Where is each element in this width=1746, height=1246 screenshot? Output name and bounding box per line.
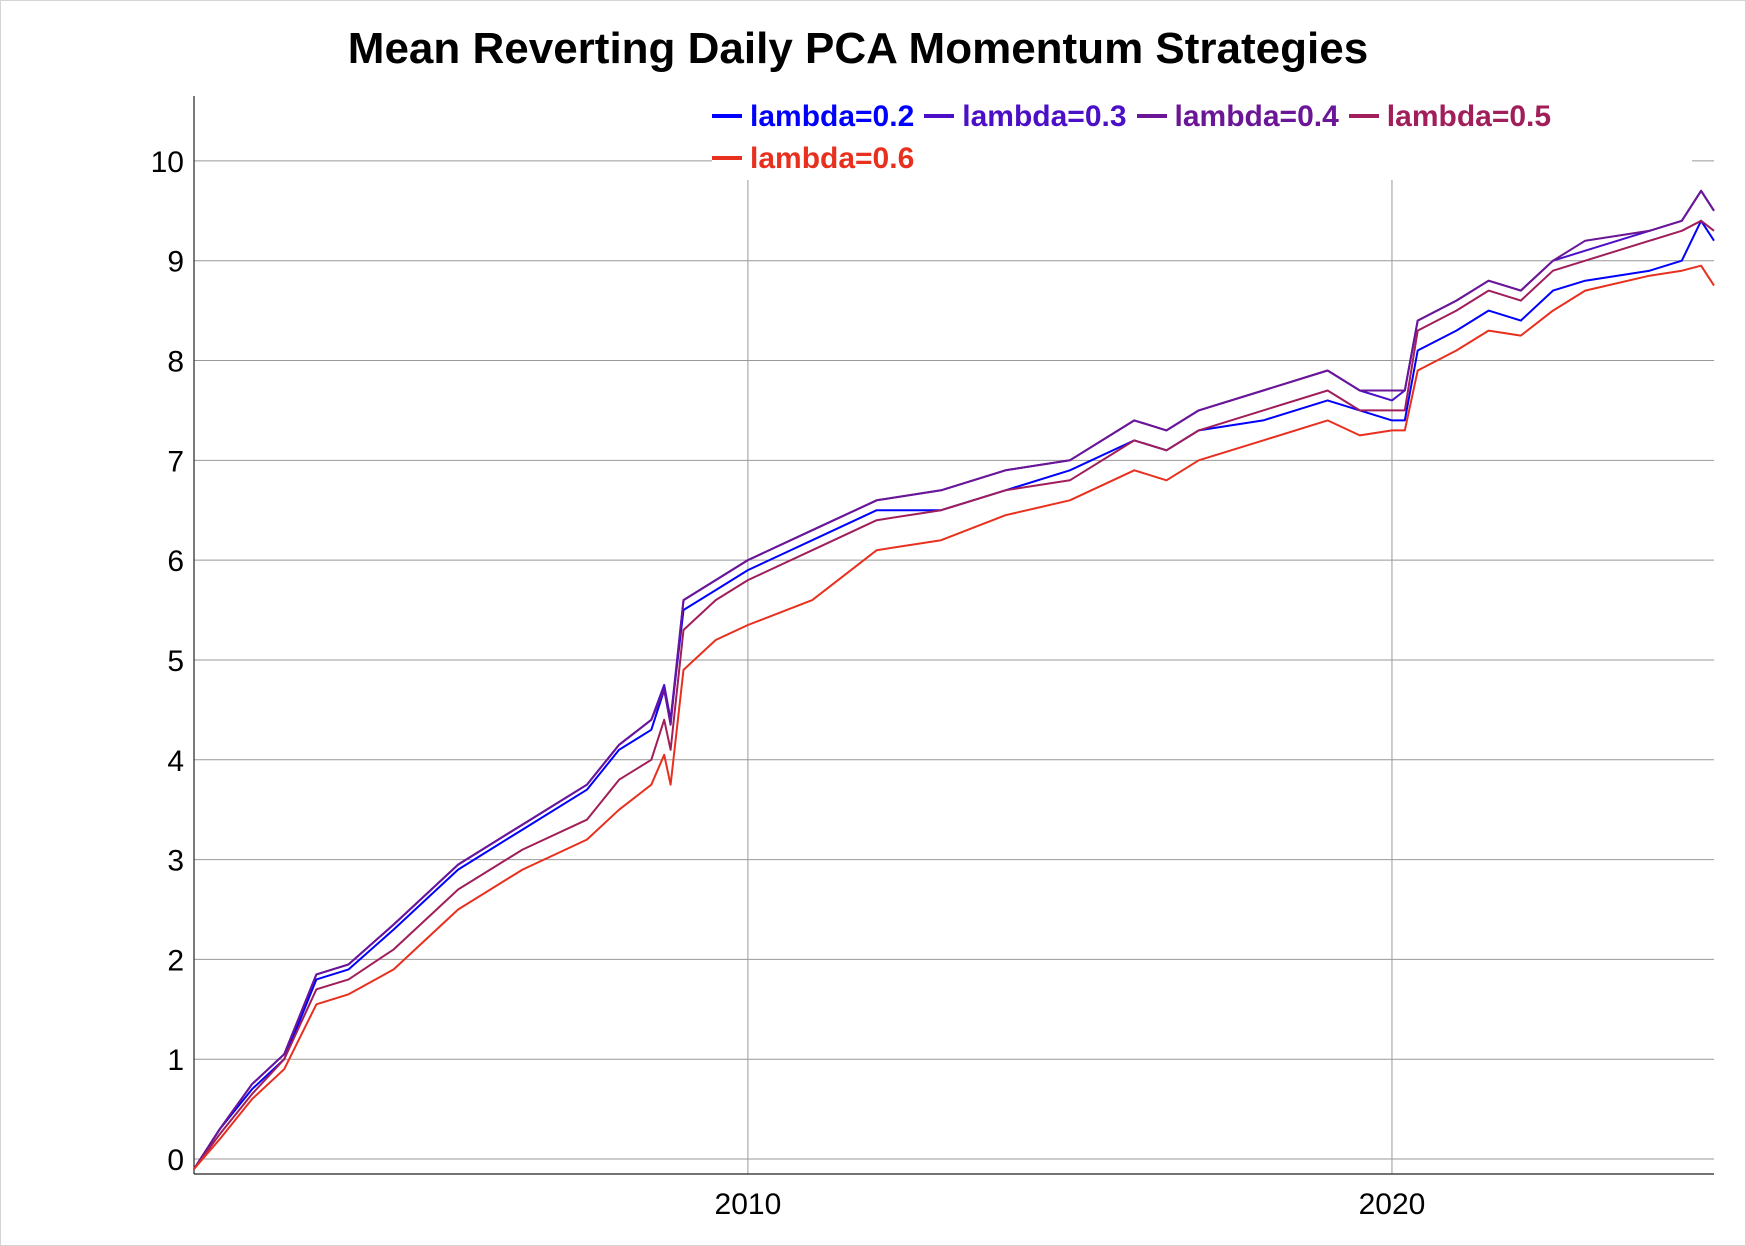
y-tick-label: 10 xyxy=(151,146,184,179)
x-tick-label: 2020 xyxy=(1359,1188,1426,1221)
y-tick-label: 4 xyxy=(167,745,184,778)
series-line-lambda=0.3 xyxy=(193,189,1715,1170)
legend-swatch xyxy=(1348,114,1379,119)
legend-label: lambda=0.4 xyxy=(1174,100,1339,133)
axes xyxy=(193,96,1714,1175)
legend-label: lambda=0.2 xyxy=(750,100,915,133)
legend-swatch xyxy=(924,114,955,119)
legend-item: lambda=0.5 xyxy=(1348,96,1552,138)
y-tick-label: 3 xyxy=(167,845,184,878)
series-line-lambda=0.4 xyxy=(193,189,1715,1170)
chart-title: Mean Reverting Daily PCA Momentum Strate… xyxy=(347,24,1369,73)
legend-label: lambda=0.5 xyxy=(1386,100,1552,133)
grid-lines xyxy=(194,160,1714,1174)
y-tick-label: 0 xyxy=(167,1144,184,1177)
y-tick-label: 8 xyxy=(167,346,184,379)
y-tick-label: 1 xyxy=(167,1044,184,1077)
legend-item: lambda=0.6 xyxy=(712,138,914,180)
series-lines xyxy=(193,189,1715,1170)
legend-item: lambda=0.2 xyxy=(712,96,914,138)
legend: lambda=0.2 lambda=0.3 lambda=0.4 lambda=0.5… xyxy=(712,96,1692,180)
y-tick-label: 6 xyxy=(167,545,184,578)
legend-item: lambda=0.3 xyxy=(924,96,1127,138)
legend-label: lambda=0.6 xyxy=(750,142,915,175)
series-line-lambda=0.6 xyxy=(193,264,1715,1170)
legend-swatch xyxy=(712,114,742,119)
y-tick-label: 5 xyxy=(167,645,184,678)
x-tick-label: 2010 xyxy=(715,1188,782,1221)
tick-labels: 0 1 2 3 4 5 6 7 8 9 10 2010 2020 xyxy=(151,146,1426,1221)
legend-item: lambda=0.4 xyxy=(1136,96,1339,138)
y-tick-label: 7 xyxy=(167,445,184,478)
legend-swatch xyxy=(712,156,742,161)
y-tick-label: 2 xyxy=(167,944,184,977)
legend-label: lambda=0.3 xyxy=(962,100,1127,133)
series-line-lambda=0.5 xyxy=(193,219,1715,1170)
series-line-lambda=0.2 xyxy=(193,219,1715,1170)
legend-swatch xyxy=(1136,114,1167,119)
y-tick-label: 9 xyxy=(167,246,184,279)
